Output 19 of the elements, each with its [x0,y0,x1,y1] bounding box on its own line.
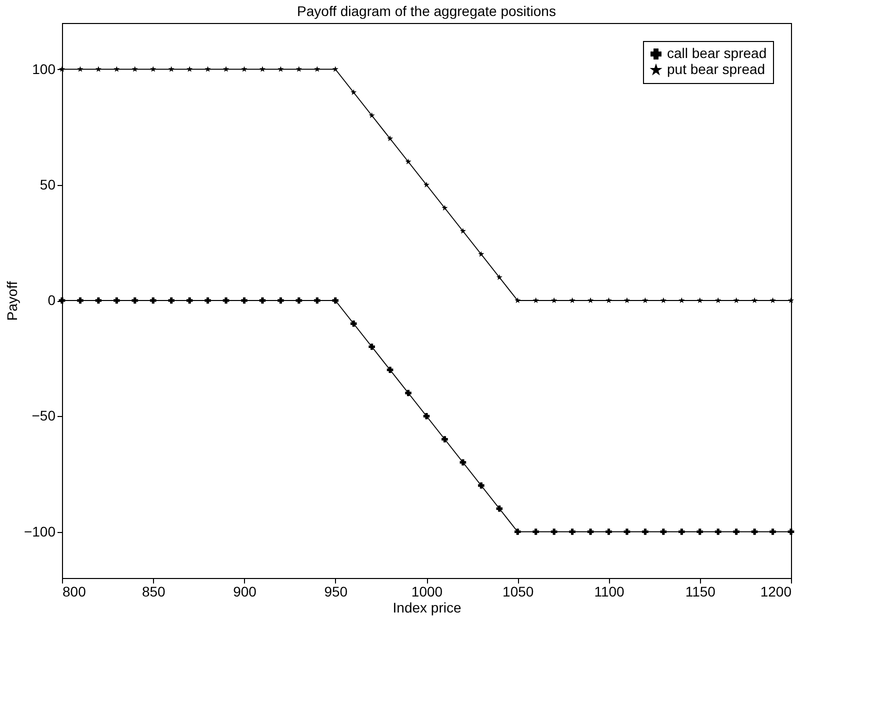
x-tick-label: 1200 [760,584,792,600]
x-tick-label: 1100 [594,584,625,600]
y-tick-label: −100 [24,523,56,540]
chart-title: Payoff diagram of the aggregate positions [297,3,556,19]
y-tick-label: 100 [32,60,56,77]
y-tick-label: 0 [48,292,56,308]
y-tick-label: −50 [32,408,56,424]
x-tick-label: 850 [142,584,166,600]
x-tick-label: 1050 [502,584,534,600]
y-tick-label: 50 [40,176,56,192]
x-tick-label: 950 [324,584,348,600]
x-tick-label: 1000 [411,584,443,600]
legend-label: put bear spread [667,61,766,77]
legend-label: call bear spread [667,45,767,61]
x-tick-label: 800 [62,584,86,600]
x-tick-label: 900 [233,584,257,600]
x-tick-label: 1150 [685,584,716,600]
y-axis-title: Payoff [4,281,20,321]
x-axis-title: Index price [392,600,462,616]
